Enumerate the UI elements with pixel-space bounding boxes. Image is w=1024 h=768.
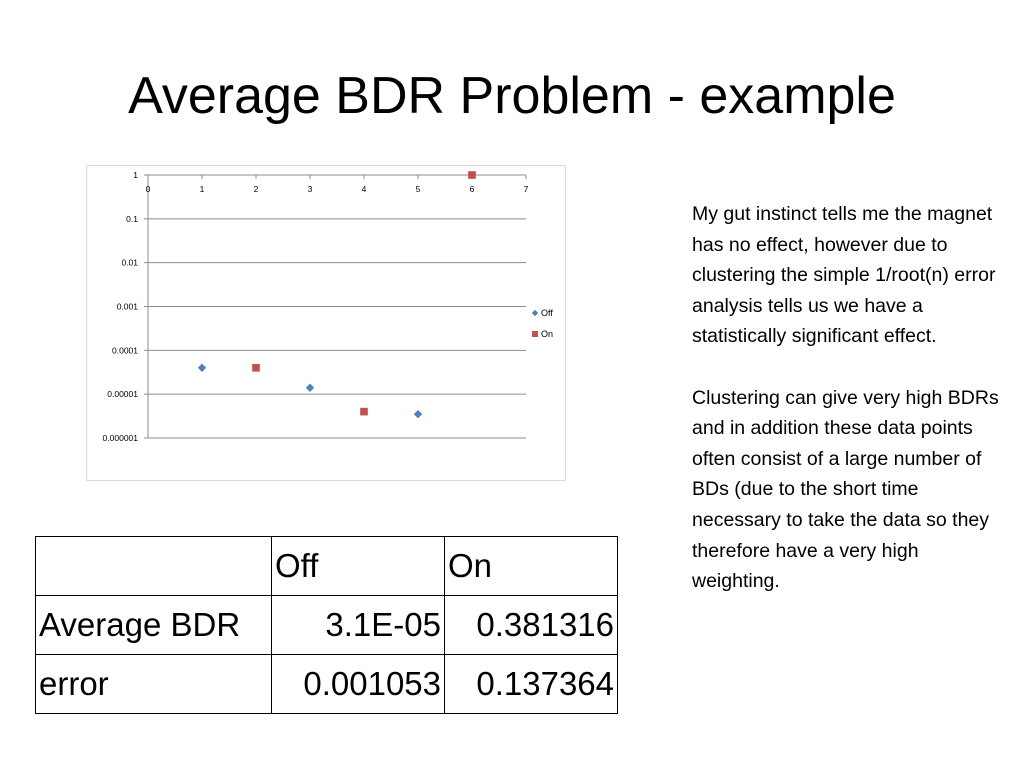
table-header-cell	[35, 536, 272, 596]
legend-label: On	[541, 329, 553, 339]
data-point-on	[252, 363, 260, 372]
commentary-text: My gut instinct tells me the magnet has …	[692, 199, 1002, 627]
scatter-chart: 1 0.1 0.01 0.001 0.0001 0.00001 0.000001 0 1 2 3 4 5…	[86, 165, 566, 481]
y-tick-label: 0.000001	[103, 433, 139, 443]
legend-marker-on	[532, 331, 538, 337]
x-tick-label: 5	[416, 184, 421, 194]
x-tick-label: 2	[254, 184, 259, 194]
bdr-table: Off On Average BDR 3.1E-05 0.381316 erro…	[35, 536, 618, 714]
table-cell: 0.137364	[444, 654, 618, 714]
data-point-off	[197, 363, 207, 372]
x-tick-label: 1	[200, 184, 205, 194]
y-tick-label: 1	[133, 170, 138, 180]
table-cell: 0.001053	[271, 654, 445, 714]
legend-marker-off	[531, 309, 539, 317]
chart-legend: Off On	[531, 308, 553, 339]
x-tick-label: 4	[362, 184, 367, 194]
table-header-cell: Off	[271, 536, 445, 596]
chart-points	[197, 171, 476, 419]
y-tick-label: 0.0001	[112, 345, 138, 355]
chart-gridlines	[148, 218, 526, 439]
x-tick-label: 7	[524, 184, 529, 194]
row-label: Average BDR	[35, 595, 272, 655]
data-point-on	[360, 407, 368, 416]
commentary-paragraph-1: My gut instinct tells me the magnet has …	[692, 203, 996, 348]
table-cell: 3.1E-05	[271, 595, 445, 655]
x-tick-label: 3	[308, 184, 313, 194]
row-label: error	[35, 654, 272, 714]
table-row: error 0.001053 0.137364	[35, 654, 618, 714]
table-cell: 0.381316	[444, 595, 618, 655]
table-row: Average BDR 3.1E-05 0.381316	[35, 595, 618, 655]
legend-label: Off	[541, 308, 553, 318]
table-header-row: Off On	[35, 536, 618, 596]
y-tick-label: 0.01	[121, 258, 138, 268]
x-tick-label: 6	[470, 184, 475, 194]
table-header-cell: On	[444, 536, 618, 596]
data-point-on	[468, 171, 476, 179]
commentary-paragraph-2: Clustering can give very high BDRs and i…	[692, 386, 999, 593]
data-point-off	[305, 383, 315, 392]
y-tick-label: 0.00001	[107, 389, 138, 399]
y-tick-label: 0.1	[126, 214, 138, 224]
data-point-off	[413, 409, 423, 419]
slide-title: Average BDR Problem - example	[128, 67, 896, 125]
x-tick-label: 0	[146, 184, 151, 194]
y-tick-label: 0.001	[117, 302, 139, 312]
